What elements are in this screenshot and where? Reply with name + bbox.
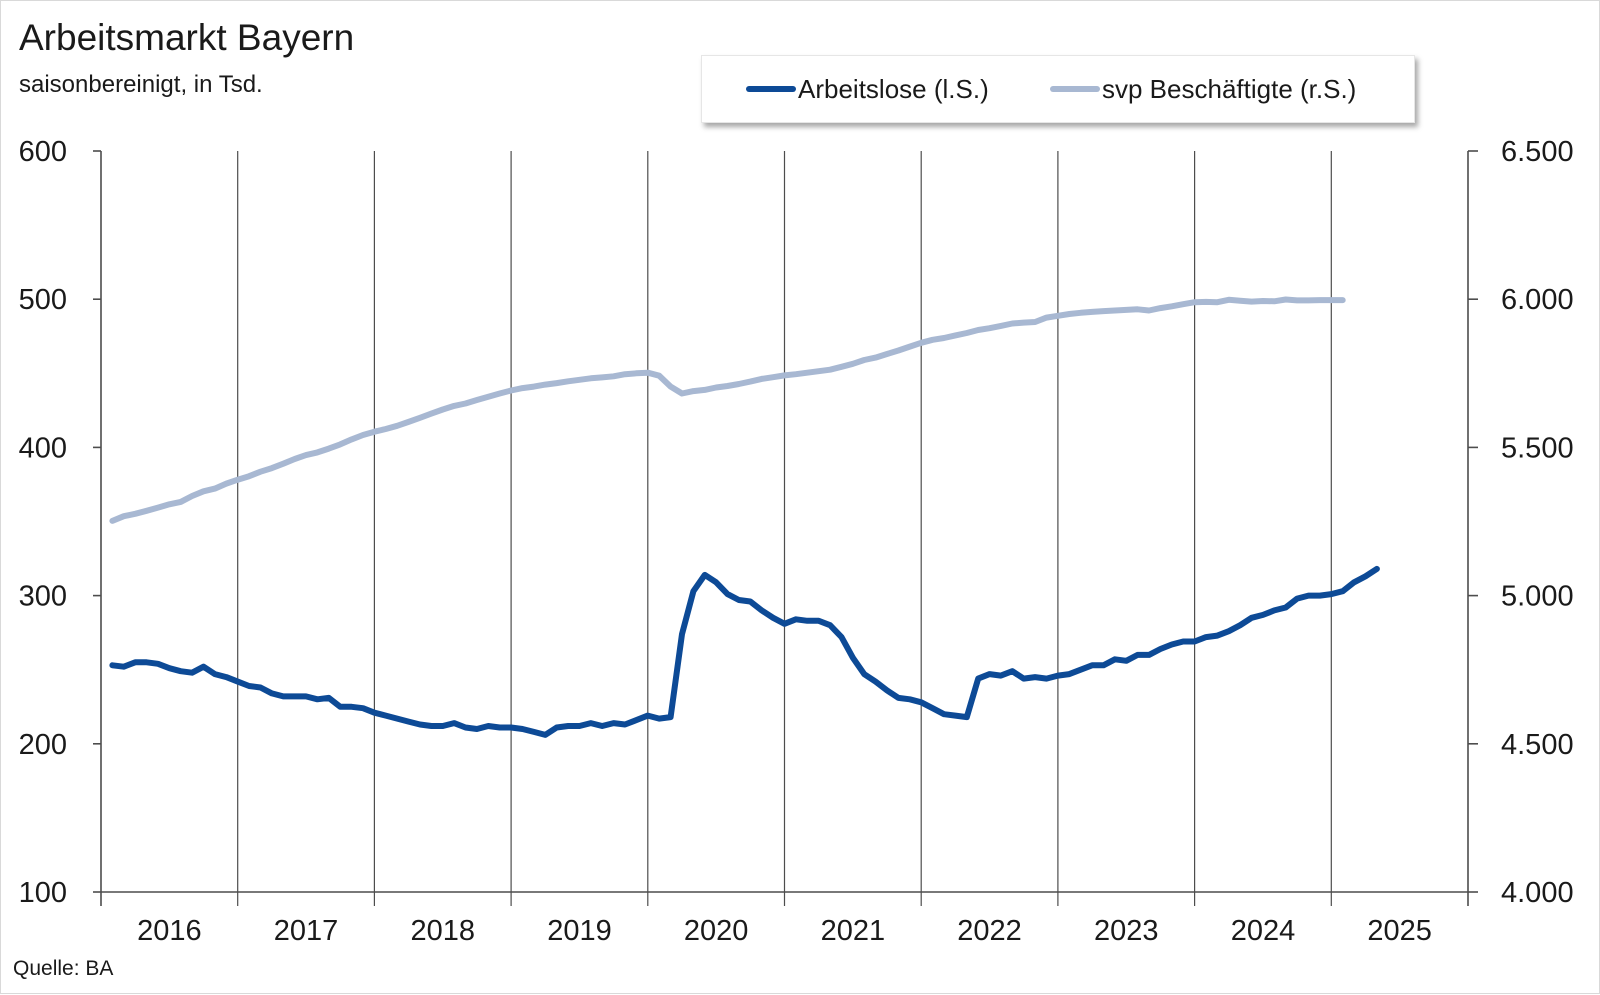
series-lines <box>109 296 1380 738</box>
x-tick-label-2024: 2024 <box>1231 915 1296 947</box>
x-tick-label-2017: 2017 <box>274 915 339 947</box>
x-tick-label-2023: 2023 <box>1094 915 1159 947</box>
chart-title: Arbeitsmarkt Bayern <box>19 17 355 58</box>
y-left-tick-label-200: 200 <box>19 729 67 761</box>
y-right-tick-label-5500: 5.500 <box>1501 432 1574 464</box>
x-tick-label-2019: 2019 <box>547 915 612 947</box>
legend-item-beschaeftigte: svp Beschäftigte (r.S.) <box>1050 56 1356 122</box>
series-line-beschaeftigte <box>109 296 1346 524</box>
y-right-tick-label-6500: 6.500 <box>1501 136 1574 168</box>
y-right-tick-label-4500: 4.500 <box>1501 729 1574 761</box>
series-line-arbeitslose <box>109 565 1380 738</box>
chart-source: Quelle: BA <box>13 957 114 980</box>
chart-subtitle: saisonbereinigt, in Tsd. <box>19 71 263 98</box>
y-left-tick-label-400: 400 <box>19 432 67 464</box>
y-right-tick-label-4000: 4.000 <box>1501 877 1574 909</box>
y-left-tick-label-300: 300 <box>19 581 67 613</box>
vertical-gridlines <box>237 151 1332 906</box>
legend-label-beschaeftigte: svp Beschäftigte (r.S.) <box>1102 73 1357 104</box>
x-tick-label-2018: 2018 <box>410 915 475 947</box>
legend-label-arbeitslose: Arbeitslose (l.S.) <box>798 73 989 104</box>
y-left-tick-label-600: 600 <box>19 136 67 168</box>
legend-swatch-arbeitslose <box>746 86 796 92</box>
tick-labels: 2016 2017 2018 2019 2020 2021 2022 2023 2024 2025… <box>19 136 1574 947</box>
axes <box>93 150 1478 906</box>
legend-swatch-beschaeftigte <box>1050 86 1100 92</box>
chart-legend: Arbeitslose (l.S.) svp Beschäftigte (r.S… <box>701 55 1415 123</box>
x-tick-label-2021: 2021 <box>821 915 886 947</box>
legend-item-arbeitslose: Arbeitslose (l.S.) <box>746 56 989 122</box>
y-left-tick-label-500: 500 <box>19 284 67 316</box>
x-tick-label-2025: 2025 <box>1367 915 1432 947</box>
y-left-tick-label-100: 100 <box>19 877 67 909</box>
x-tick-label-2022: 2022 <box>957 915 1022 947</box>
y-right-tick-label-5000: 5.000 <box>1501 581 1574 613</box>
x-tick-label-2016: 2016 <box>137 915 202 947</box>
x-tick-label-2020: 2020 <box>684 915 749 947</box>
y-right-tick-label-6000: 6.000 <box>1501 284 1574 316</box>
